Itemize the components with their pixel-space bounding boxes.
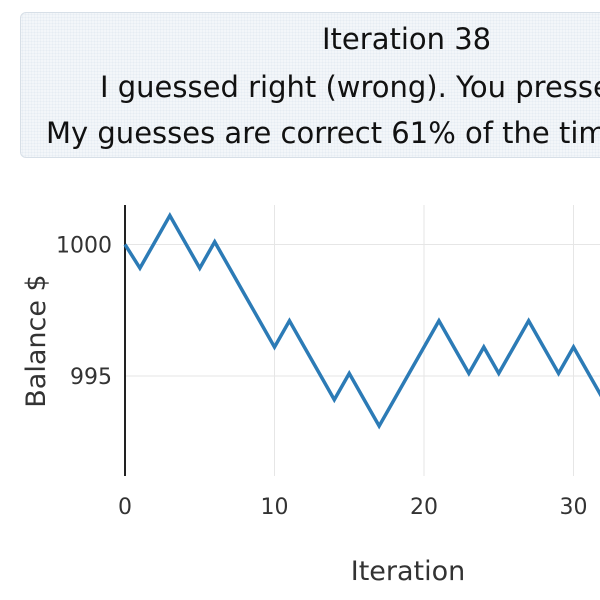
accuracy-message: My guesses are correct 61% of the time	[46, 116, 600, 150]
x-tick-label: 0	[118, 495, 132, 520]
balance-series-line	[123, 211, 600, 430]
y-tick-label: 1000	[56, 233, 112, 258]
x-axis-title: Iteration	[351, 556, 466, 587]
x-tick-label: 30	[560, 495, 588, 520]
y-tick-label: 995	[70, 365, 112, 390]
iteration-label: Iteration 38	[322, 22, 492, 56]
guess-result-message: I guessed right (wrong). You pressed	[100, 70, 600, 104]
x-tick-label: 20	[410, 495, 438, 520]
status-panel	[20, 12, 600, 158]
y-axis-title: Balance $	[21, 274, 52, 407]
x-tick-label: 10	[261, 495, 289, 520]
